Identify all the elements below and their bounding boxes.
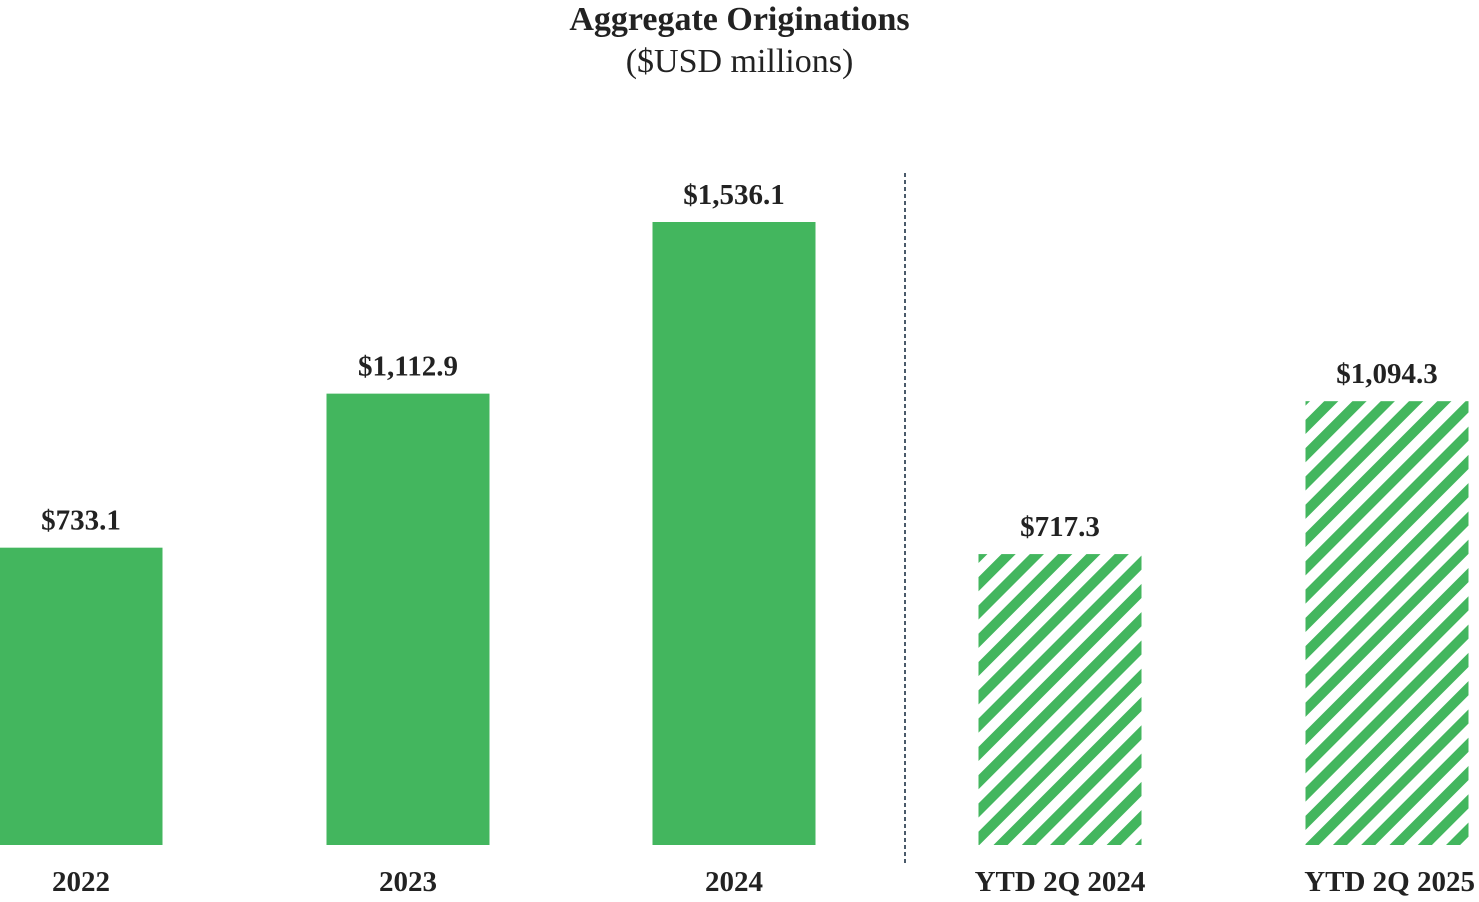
chart-title: Aggregate Originations bbox=[569, 1, 910, 38]
bar-2024 bbox=[652, 222, 816, 845]
bar-2023 bbox=[326, 393, 490, 845]
category-label: 2022 bbox=[52, 866, 110, 898]
category-label: YTD 2Q 2024 bbox=[975, 866, 1146, 898]
data-label: $717.3 bbox=[1020, 511, 1100, 543]
data-label: $733.1 bbox=[41, 505, 121, 537]
category-label: YTD 2Q 2025 bbox=[1304, 866, 1475, 898]
bar-ytd-2q-2025 bbox=[1305, 401, 1469, 845]
chart-subtitle: ($USD millions) bbox=[625, 43, 854, 80]
chart-title-block: Aggregate Originations ($USD millions) bbox=[0, 0, 1479, 84]
category-label: 2024 bbox=[705, 866, 763, 898]
category-label: 2023 bbox=[379, 866, 437, 898]
data-label: $1,536.1 bbox=[683, 179, 785, 211]
data-label: $1,094.3 bbox=[1336, 358, 1438, 390]
data-label: $1,112.9 bbox=[358, 351, 458, 383]
bar-2022 bbox=[0, 547, 163, 845]
bar-ytd-2q-2024 bbox=[978, 554, 1142, 845]
